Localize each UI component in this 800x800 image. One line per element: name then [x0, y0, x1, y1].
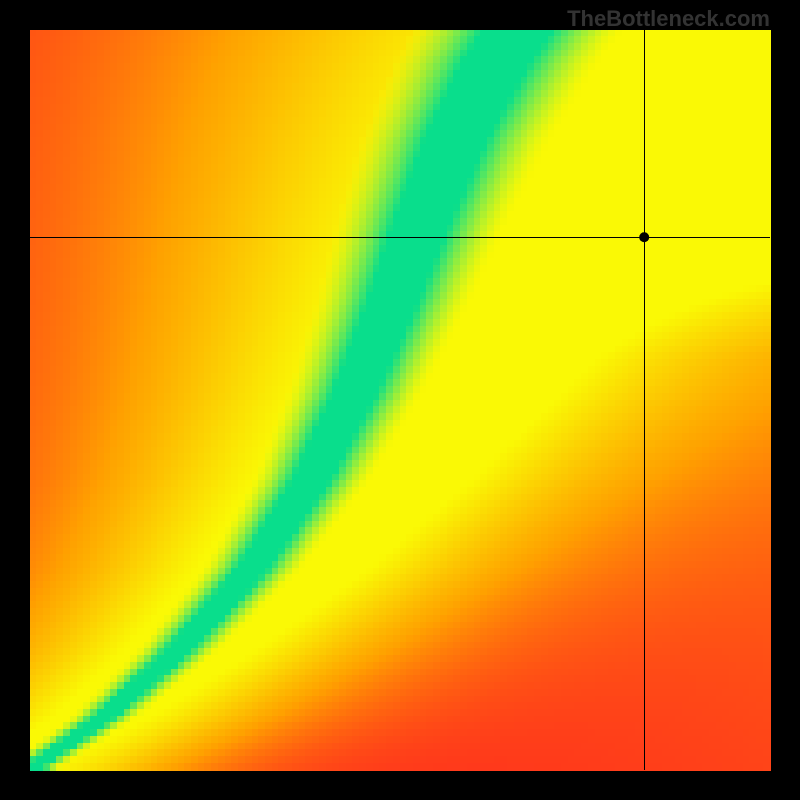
chart-container: TheBottleneck.com — [0, 0, 800, 800]
bottleneck-heatmap — [0, 0, 800, 800]
watermark-text: TheBottleneck.com — [567, 6, 770, 32]
